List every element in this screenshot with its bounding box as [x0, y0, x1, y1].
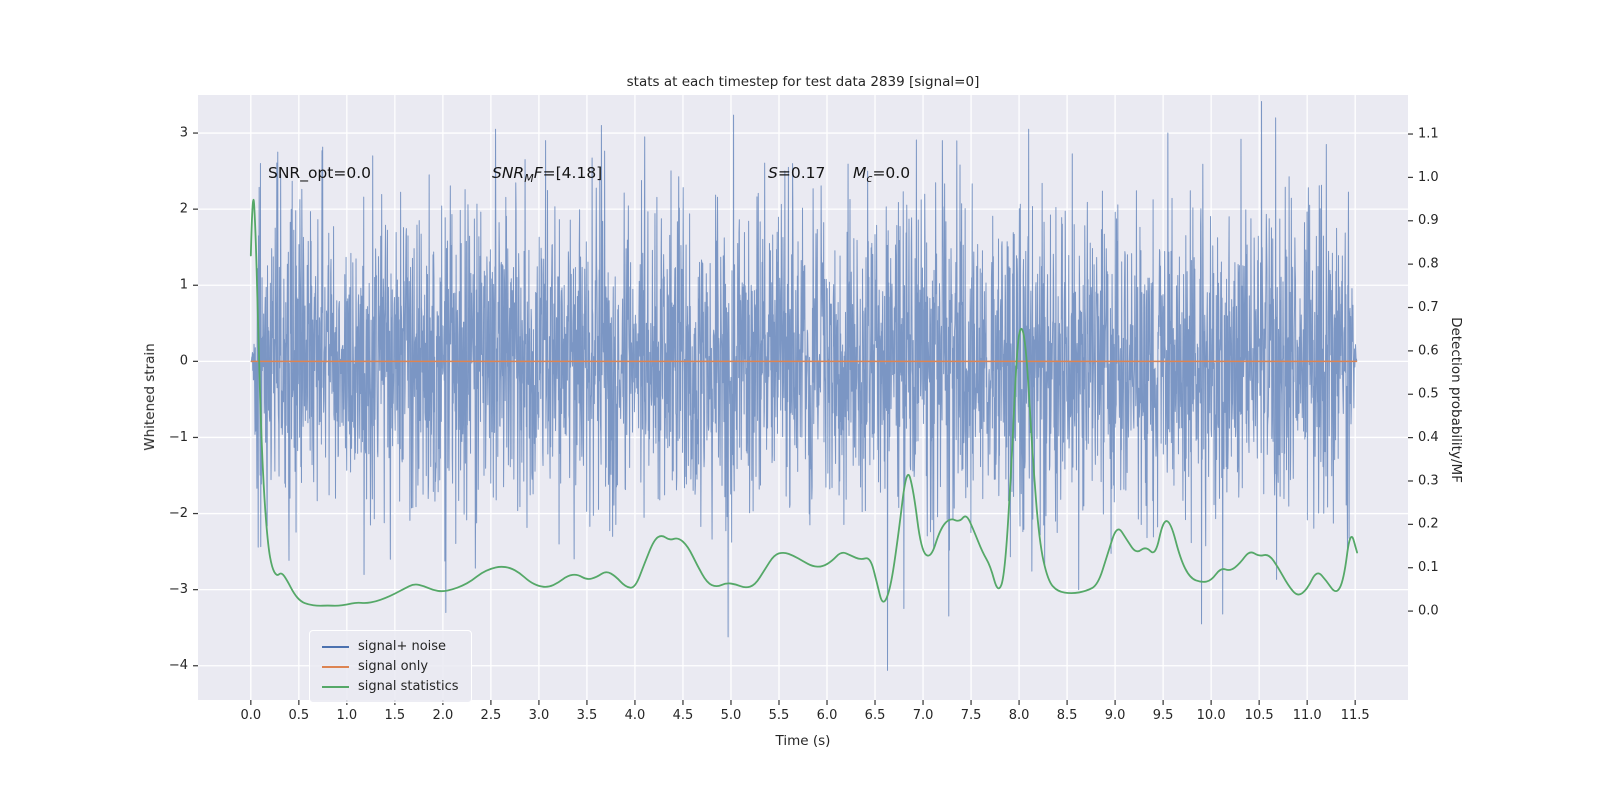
annotation-snr-mf-prefix: SNR	[492, 164, 525, 182]
annotation-s: S=0.17	[768, 164, 825, 182]
legend-label-signal-statistics: signal statistics	[358, 679, 459, 694]
legend-item-signal-only: signal only	[322, 659, 459, 674]
annotation-s-label: S	[768, 164, 778, 182]
legend-swatch-signal-only	[322, 665, 349, 668]
annotation-snr-mf: SNRMF=[4.18]	[492, 164, 602, 185]
annotation-s-value: =0.17	[777, 164, 826, 182]
x-axis-label: Time (s)	[775, 733, 831, 749]
annotation-snr-mf-mid: F	[533, 164, 543, 182]
annotation-mc-subscript: c	[866, 172, 873, 186]
annotation-mc-label: M	[853, 164, 867, 182]
legend-label-signal-only: signal only	[358, 659, 429, 674]
legend-label-signal-noise: signal+ noise	[358, 639, 447, 654]
annotation-snr-mf-subscript: M	[524, 172, 534, 186]
annotation-snr-mf-value: =[4.18]	[542, 164, 603, 182]
legend-swatch-signal-noise	[322, 645, 349, 648]
legend: signal+ noise signal only signal statist…	[309, 630, 472, 703]
legend-swatch-signal-statistics	[322, 685, 349, 688]
annotation-mc-value: =0.0	[872, 164, 911, 182]
legend-item-signal-statistics: signal statistics	[322, 679, 459, 694]
annotation-mc: Mc=0.0	[853, 164, 910, 185]
legend-item-signal-noise: signal+ noise	[322, 639, 459, 654]
annotation-snr-opt: SNR_opt=0.0	[268, 164, 371, 182]
chart-title: stats at each timestep for test data 283…	[626, 74, 980, 90]
right-y-axis-label: Detection probability/MF	[1448, 317, 1464, 483]
left-y-axis-label: Whitened strain	[142, 343, 158, 451]
